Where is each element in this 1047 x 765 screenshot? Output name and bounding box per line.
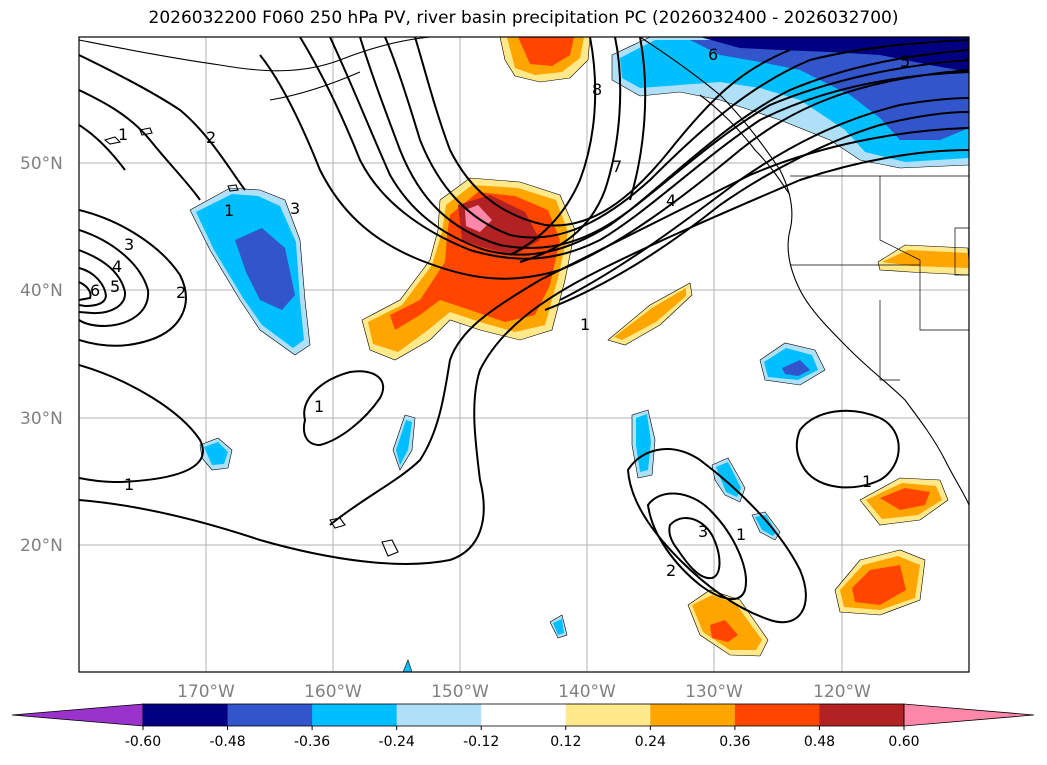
map-content: 1 2 3 4 5 6 7 8 1 1 1 1 2 3 1 4 5 6 2 3 … — [79, 37, 969, 672]
map-title: 2026032200 F060 250 hPa PV, river basin … — [148, 8, 899, 28]
colorbar-label: 0.24 — [635, 734, 666, 750]
contour-label: 3 — [290, 199, 300, 218]
contour-label: 8 — [592, 80, 602, 99]
colorbar-swatch — [650, 704, 736, 726]
longitude-labels: 170°W 160°W 150°W 140°W 130°W 120°W — [177, 682, 871, 702]
contour-label: 2 — [176, 283, 186, 302]
colorbar-extend-high — [903, 703, 1035, 727]
contour-label: 1 — [580, 315, 590, 334]
contour-label: 5 — [900, 52, 910, 71]
colorbar-swatch — [396, 704, 482, 726]
colorbar-swatch — [734, 704, 820, 726]
map-background — [79, 37, 969, 672]
lat-label: 50°N — [20, 154, 63, 174]
colorbar-label: -0.24 — [379, 734, 415, 750]
contour-labels: 1 2 3 4 5 6 7 8 1 1 1 1 2 3 1 4 5 6 2 3 … — [90, 45, 910, 580]
contour-label: 1 — [314, 397, 324, 416]
contour-label: 6 — [708, 45, 718, 64]
lon-label: 130°W — [685, 682, 743, 702]
contour-label: 3 — [124, 235, 134, 254]
contour-label: 1 — [224, 201, 234, 220]
contour-label: 1 — [736, 525, 746, 544]
contour-label: 1 — [862, 472, 872, 491]
lat-label: 40°N — [20, 281, 63, 301]
coastlines — [79, 37, 969, 557]
lon-label: 140°W — [558, 682, 616, 702]
lon-label: 170°W — [177, 682, 235, 702]
colorbar-label: -0.36 — [294, 734, 330, 750]
colorbar-swatch — [143, 704, 229, 726]
colorbar-label: 0.60 — [888, 734, 919, 750]
colorbar-label: -0.48 — [209, 734, 245, 750]
colorbar-swatch — [481, 704, 567, 726]
contour-label: 4 — [666, 191, 676, 210]
contour-label: 4 — [112, 257, 122, 276]
contour-label: 1 — [118, 125, 128, 144]
contour-label: 3 — [698, 522, 708, 541]
latitude-labels: 50°N 40°N 30°N 20°N — [20, 154, 63, 556]
colorbar-swatch — [312, 704, 398, 726]
colorbar-label: -0.60 — [125, 734, 161, 750]
colorbar-label: 0.36 — [719, 734, 750, 750]
precip-pc-shading — [189, 37, 969, 672]
lon-label: 120°W — [813, 682, 871, 702]
pv-contours — [79, 37, 969, 623]
colorbar — [11, 703, 1035, 727]
colorbar-label: 0.48 — [804, 734, 835, 750]
lon-label: 150°W — [431, 682, 489, 702]
contour-label: 1 — [124, 475, 134, 494]
lon-label: 160°W — [304, 682, 362, 702]
contour-label: 6 — [90, 281, 100, 300]
contour-label: 5 — [110, 277, 120, 296]
colorbar-swatch — [819, 704, 905, 726]
contour-label: 2 — [206, 128, 216, 147]
lat-label: 30°N — [20, 409, 63, 429]
colorbar-outline — [142, 703, 905, 727]
lat-label: 20°N — [20, 536, 63, 556]
colorbar-label: -0.12 — [463, 734, 499, 750]
contour-label: 2 — [666, 561, 676, 580]
colorbar-extend-low — [11, 703, 144, 727]
colorbar-labels: -0.60 -0.48 -0.36 -0.24 -0.12 0.12 0.24 0.36 0.4… — [125, 726, 920, 750]
map-border — [78, 36, 970, 673]
contour-label: 7 — [612, 157, 622, 176]
colorbar-swatch — [565, 704, 651, 726]
colorbar-swatch — [227, 704, 313, 726]
colorbar-label: 0.12 — [550, 734, 581, 750]
